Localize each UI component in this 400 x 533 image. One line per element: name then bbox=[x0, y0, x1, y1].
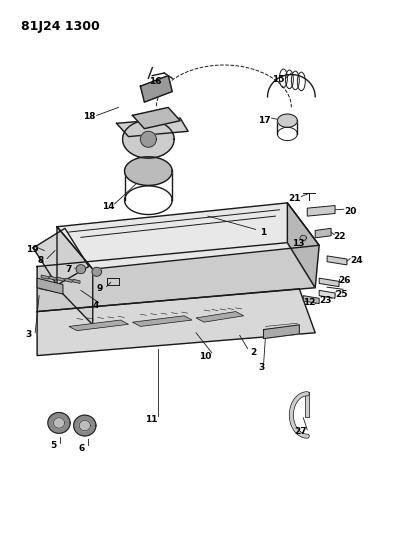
Text: 2: 2 bbox=[250, 348, 257, 357]
Polygon shape bbox=[92, 268, 102, 276]
Text: 25: 25 bbox=[335, 289, 348, 298]
Text: 6: 6 bbox=[78, 444, 85, 453]
Polygon shape bbox=[278, 114, 297, 127]
Polygon shape bbox=[140, 131, 156, 147]
Polygon shape bbox=[41, 275, 48, 279]
Text: 3: 3 bbox=[25, 330, 32, 339]
Polygon shape bbox=[287, 203, 319, 288]
Text: 15: 15 bbox=[272, 75, 285, 84]
Polygon shape bbox=[122, 120, 174, 158]
Text: 16: 16 bbox=[149, 77, 162, 86]
Text: 21: 21 bbox=[288, 194, 301, 203]
Polygon shape bbox=[76, 265, 86, 273]
Polygon shape bbox=[37, 243, 315, 312]
Polygon shape bbox=[69, 320, 128, 330]
Polygon shape bbox=[315, 228, 331, 238]
Polygon shape bbox=[307, 206, 335, 216]
Text: 23: 23 bbox=[319, 296, 332, 305]
Polygon shape bbox=[33, 228, 89, 285]
Polygon shape bbox=[48, 413, 70, 433]
Text: 24: 24 bbox=[350, 256, 362, 265]
Polygon shape bbox=[327, 256, 347, 265]
Text: 20: 20 bbox=[344, 207, 356, 216]
Polygon shape bbox=[74, 415, 96, 436]
Polygon shape bbox=[319, 278, 339, 287]
Polygon shape bbox=[57, 203, 319, 269]
Polygon shape bbox=[303, 296, 319, 304]
Polygon shape bbox=[54, 418, 64, 428]
Polygon shape bbox=[319, 290, 335, 298]
Polygon shape bbox=[79, 421, 90, 431]
Polygon shape bbox=[116, 118, 188, 136]
Text: 8: 8 bbox=[37, 256, 44, 265]
Text: 7: 7 bbox=[66, 265, 72, 274]
Polygon shape bbox=[73, 279, 80, 284]
Text: 13: 13 bbox=[292, 239, 305, 248]
Text: 22: 22 bbox=[334, 232, 346, 241]
Polygon shape bbox=[196, 312, 244, 322]
Text: 19: 19 bbox=[26, 245, 38, 254]
Polygon shape bbox=[140, 76, 172, 102]
Text: 17: 17 bbox=[258, 116, 271, 125]
Text: 81J24 1300: 81J24 1300 bbox=[21, 20, 100, 33]
Text: 10: 10 bbox=[199, 352, 212, 361]
Text: 26: 26 bbox=[338, 276, 351, 285]
Text: 5: 5 bbox=[51, 441, 57, 450]
Text: 27: 27 bbox=[294, 427, 307, 437]
Polygon shape bbox=[132, 316, 192, 326]
Polygon shape bbox=[57, 277, 64, 281]
Text: 14: 14 bbox=[102, 201, 114, 211]
Polygon shape bbox=[37, 278, 63, 294]
Polygon shape bbox=[124, 157, 172, 185]
Text: 1: 1 bbox=[260, 228, 266, 237]
Text: 9: 9 bbox=[96, 284, 103, 293]
Text: 11: 11 bbox=[145, 415, 158, 424]
Text: 18: 18 bbox=[83, 112, 96, 122]
Text: 4: 4 bbox=[93, 301, 99, 310]
Polygon shape bbox=[264, 325, 299, 338]
Text: 3: 3 bbox=[258, 364, 264, 372]
Polygon shape bbox=[300, 236, 306, 240]
Polygon shape bbox=[49, 276, 56, 280]
Polygon shape bbox=[65, 278, 72, 282]
Polygon shape bbox=[132, 108, 180, 128]
Polygon shape bbox=[57, 227, 93, 325]
Polygon shape bbox=[37, 289, 315, 356]
Text: 12: 12 bbox=[303, 297, 316, 306]
